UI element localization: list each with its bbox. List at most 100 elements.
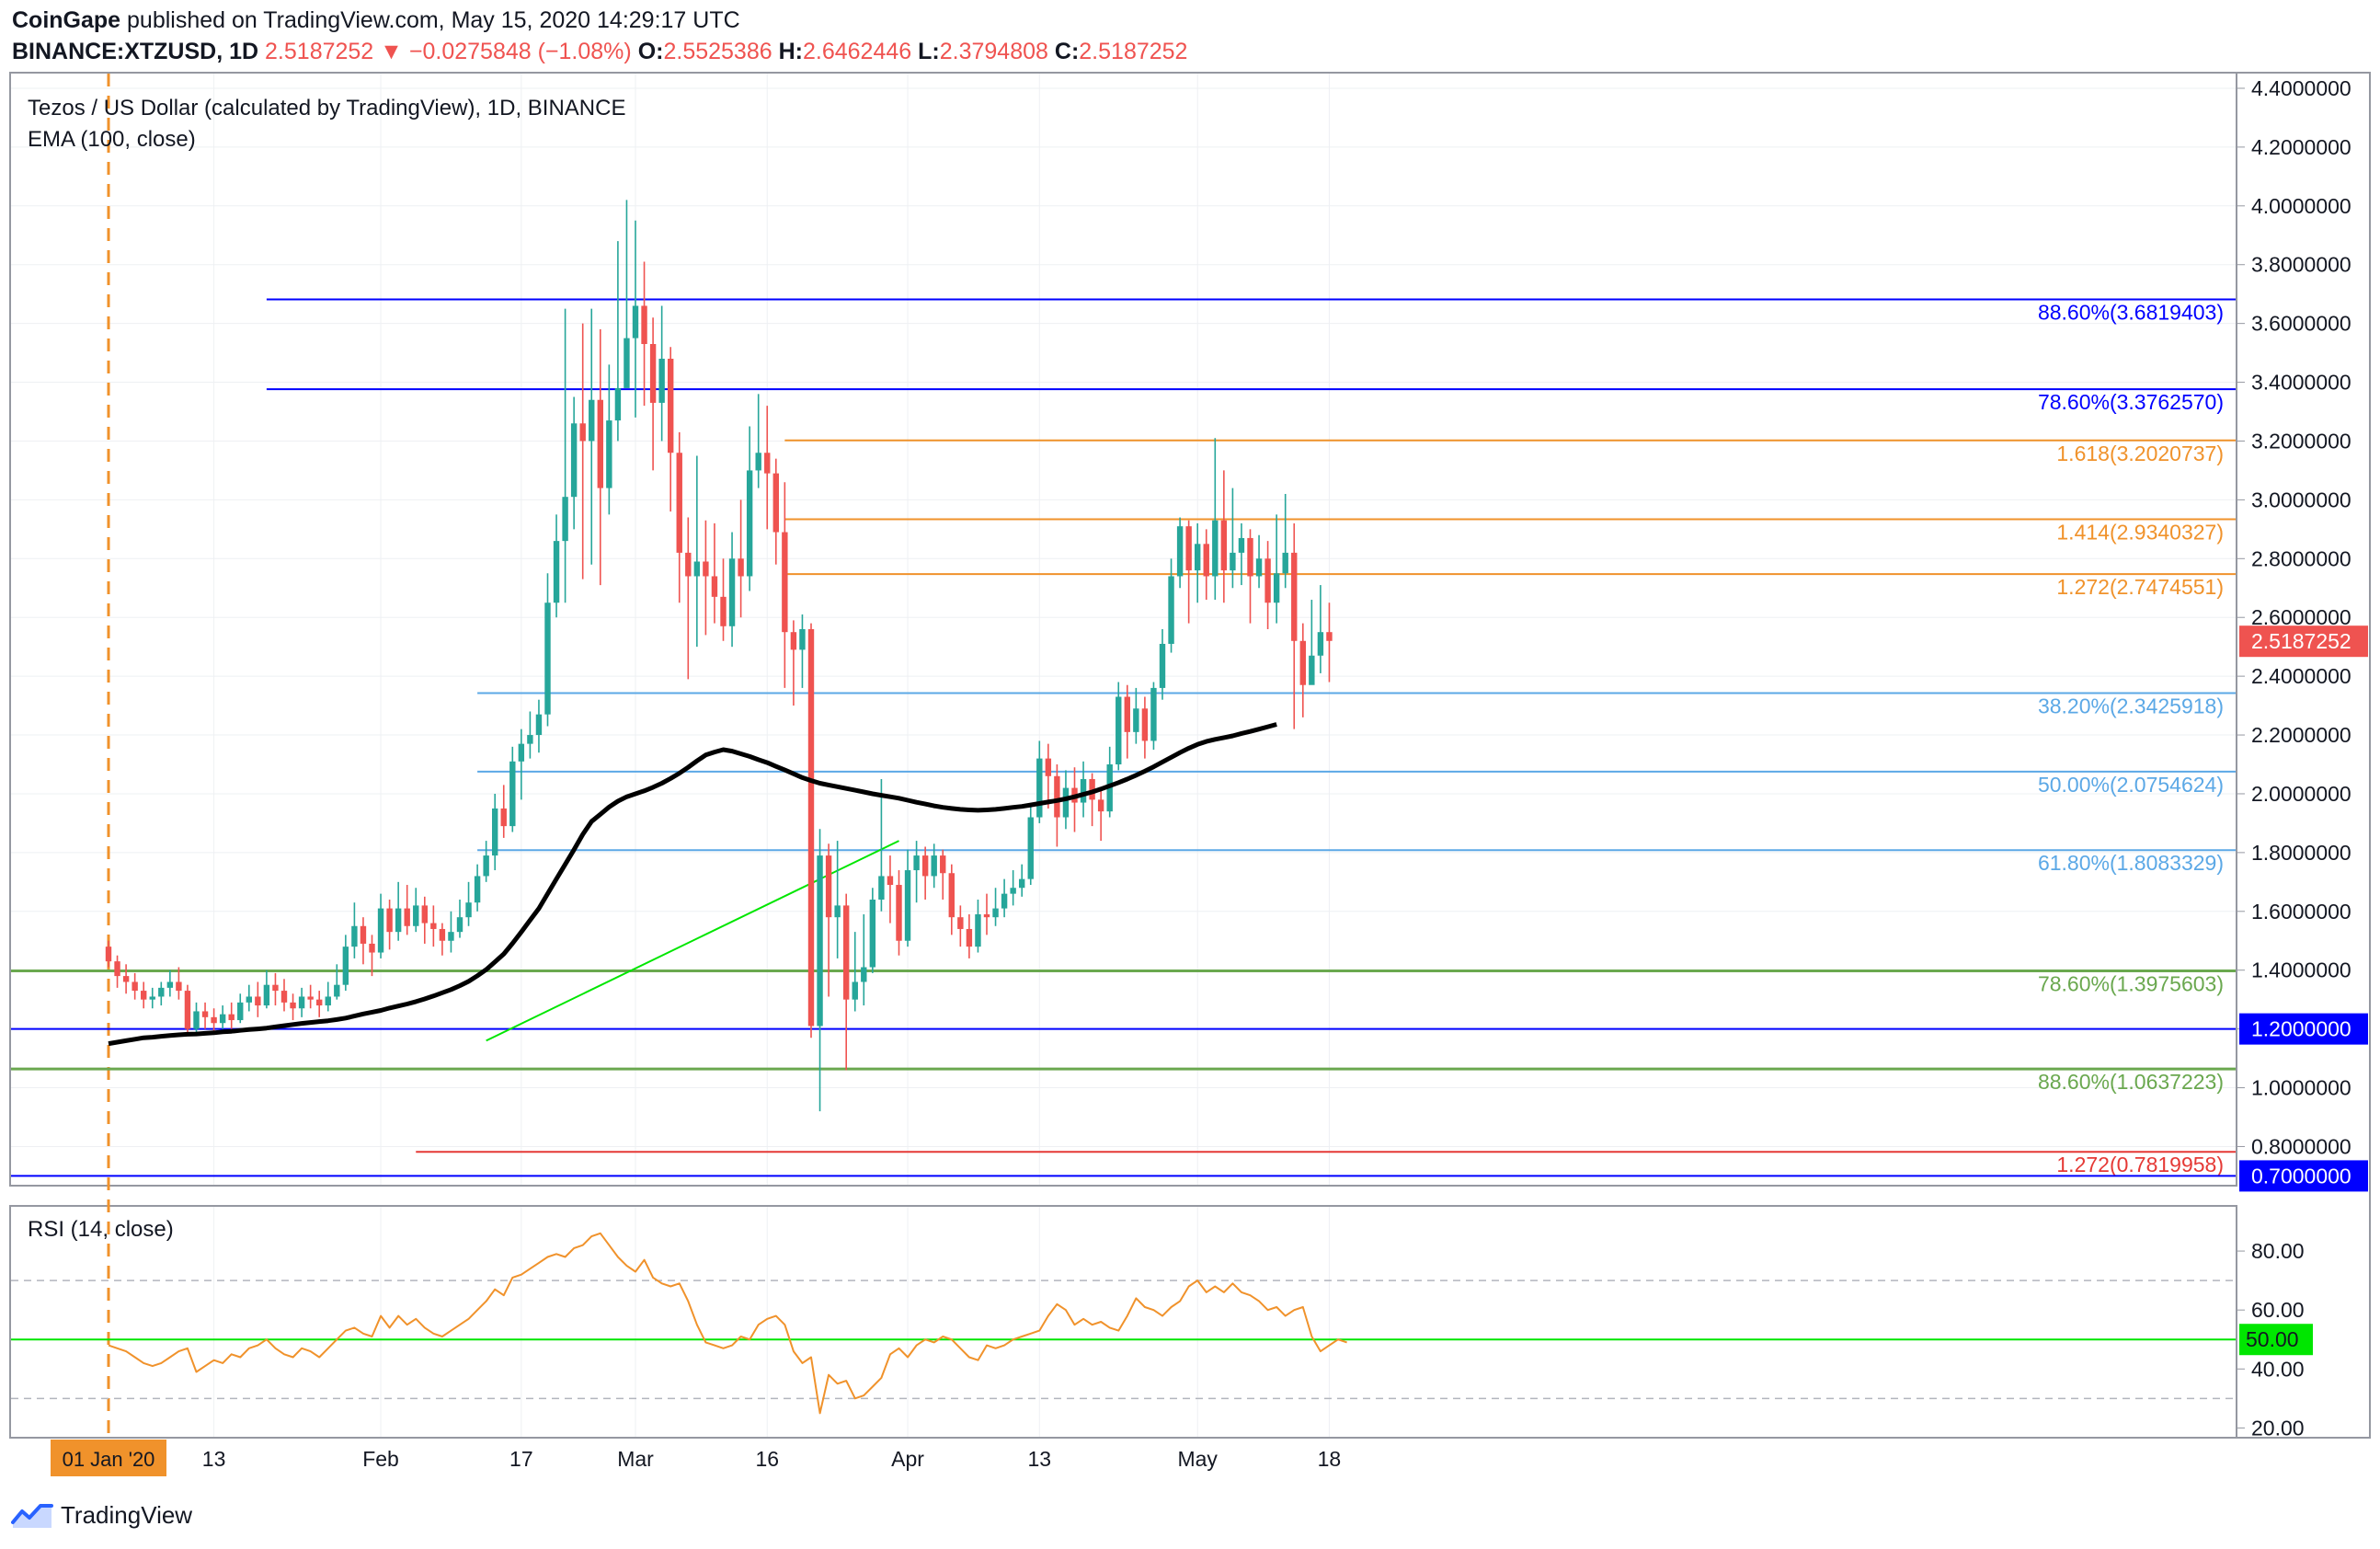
- candle-body: [246, 996, 252, 1003]
- candle-body: [492, 808, 498, 856]
- candle-body: [141, 991, 147, 1000]
- low-label: L:: [918, 39, 940, 64]
- candle-body: [1264, 558, 1271, 603]
- candle-body: [746, 470, 753, 577]
- rsi-midline-label: 50.00: [2246, 1327, 2299, 1351]
- rsi-line: [108, 1232, 1347, 1415]
- open-label: O:: [637, 39, 664, 64]
- candle-body: [395, 908, 402, 933]
- candle-body: [983, 913, 990, 918]
- candle-body: [921, 855, 929, 877]
- price-tick-label: 3.6000000: [2251, 312, 2351, 336]
- price-badge: [2239, 625, 2368, 658]
- tradingview-brand[interactable]: TradingView: [11, 1501, 192, 1530]
- candle-body: [825, 855, 832, 918]
- rsi-pane[interactable]: [9, 1205, 2237, 1439]
- close-value: 2.5187252: [1079, 39, 1188, 64]
- candle-body: [649, 344, 657, 403]
- candle-body: [307, 996, 314, 1000]
- high-value: 2.6462446: [803, 39, 912, 64]
- candle-body: [940, 855, 946, 874]
- candle-body: [861, 967, 867, 982]
- price-tick-label: 3.4000000: [2251, 371, 2351, 395]
- candle-body: [1212, 520, 1219, 577]
- candle-body: [711, 576, 718, 597]
- candle-body: [738, 558, 744, 577]
- level-label: 61.80%(1.8083329): [2038, 851, 2224, 875]
- price-tick-label: 1.8000000: [2251, 841, 2351, 865]
- candle-body: [1089, 778, 1095, 800]
- candle-body: [1062, 787, 1070, 818]
- candle-body: [509, 761, 516, 827]
- candle-body: [755, 453, 761, 471]
- price-tick-label: 3.0000000: [2251, 488, 2351, 511]
- candle-body: [606, 420, 612, 488]
- date-highlight-badge: [51, 1440, 166, 1476]
- candle-body: [219, 1014, 226, 1024]
- candle-body: [158, 987, 165, 997]
- date-highlight-label: 01 Jan '20: [63, 1448, 155, 1471]
- level-label: 78.60%(1.3975603): [2038, 971, 2224, 995]
- candle-body: [878, 876, 885, 901]
- candle-body: [668, 358, 674, 453]
- candle-body: [1097, 799, 1104, 812]
- candle-body: [263, 984, 270, 1006]
- x-tick-label: 18: [1318, 1447, 1342, 1471]
- candle-body: [316, 999, 323, 1006]
- candle-body: [764, 453, 771, 474]
- candle-body: [290, 1002, 296, 1009]
- candle-body: [948, 873, 955, 918]
- candle-body: [887, 876, 894, 886]
- candle-body: [1255, 558, 1263, 577]
- rsi-tick-label: 80.00: [2251, 1239, 2305, 1263]
- low-value: 2.3794808: [939, 39, 1048, 64]
- candle-body: [176, 981, 182, 992]
- price-axis[interactable]: [2237, 72, 2371, 1439]
- x-tick-label: 13: [202, 1447, 226, 1471]
- candle-body: [1282, 552, 1288, 574]
- candle-body: [1273, 573, 1280, 603]
- candle-body: [834, 905, 841, 918]
- price-pane[interactable]: [9, 72, 2237, 1187]
- open-value: 2.5525386: [663, 39, 772, 64]
- candle-body: [334, 984, 340, 997]
- high-label: H:: [778, 39, 803, 64]
- candle-body: [1230, 552, 1236, 571]
- candle-body: [201, 1011, 209, 1017]
- candle-body: [474, 876, 481, 903]
- candle-body: [122, 976, 130, 982]
- candle-body: [1054, 775, 1060, 818]
- price-tick-label: 4.4000000: [2251, 76, 2351, 100]
- candle-body: [852, 981, 858, 1000]
- candle-body: [579, 423, 586, 442]
- candle-body: [957, 917, 964, 929]
- candle-body: [360, 925, 367, 944]
- x-tick-label: 17: [509, 1447, 533, 1471]
- candle-body: [325, 996, 331, 1006]
- candle-body: [280, 991, 288, 1003]
- candle-body: [342, 947, 349, 985]
- candle-body: [807, 629, 815, 1027]
- last-price: 2.5187252: [265, 39, 374, 64]
- candle-body: [1010, 888, 1016, 894]
- candle-body: [1027, 817, 1034, 879]
- level-label: 50.00%(2.0754624): [2038, 773, 2224, 797]
- candle-body: [237, 1002, 244, 1021]
- price-tick-label: 1.0000000: [2251, 1076, 2351, 1100]
- candle-body: [1317, 632, 1324, 656]
- x-tick-label: Feb: [362, 1447, 399, 1471]
- ohlc-header: BINANCE:XTZUSD, 1D 2.5187252 ▼ −0.027584…: [12, 39, 1187, 65]
- candle-body: [369, 943, 375, 953]
- down-triangle-icon: ▼: [380, 39, 403, 64]
- price-change: −0.0275848 (−1.08%): [408, 39, 632, 64]
- candle-body: [439, 928, 446, 941]
- candle-body: [1080, 778, 1087, 803]
- price-tick-label: 2.8000000: [2251, 546, 2351, 570]
- candle-body: [1185, 526, 1192, 571]
- price-tick-label: 3.2000000: [2251, 429, 2351, 453]
- level-label: 1.414(2.9340327): [2056, 520, 2224, 544]
- candle-body: [413, 905, 419, 926]
- candle-body: [1247, 537, 1253, 577]
- candle-body: [1036, 758, 1043, 818]
